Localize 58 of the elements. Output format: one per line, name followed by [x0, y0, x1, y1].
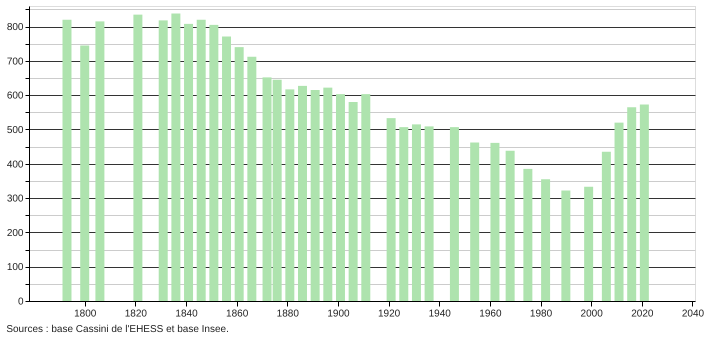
- bar: [62, 20, 72, 301]
- x-tick-label: 1920: [378, 308, 401, 320]
- x-tick-label: 1900: [327, 308, 350, 320]
- bar: [222, 36, 232, 301]
- x-tick-label: 2000: [580, 308, 604, 320]
- y-tick-label: 500: [6, 124, 24, 136]
- y-tick-label: 800: [6, 22, 24, 34]
- bar: [361, 94, 370, 301]
- bar: [323, 88, 332, 301]
- bar: [234, 47, 244, 301]
- bar: [209, 24, 218, 301]
- bar: [399, 127, 408, 301]
- x-tick-label: 2020: [631, 308, 654, 320]
- bar: [298, 86, 307, 301]
- x-tick-label: 1860: [226, 308, 249, 320]
- bar: [470, 142, 480, 301]
- bar: [490, 142, 500, 301]
- bar: [310, 90, 320, 301]
- y-tick-label: 0: [18, 296, 24, 308]
- bar: [627, 107, 636, 301]
- y-tick-label: 600: [6, 90, 24, 102]
- x-tick-label: 1880: [276, 308, 300, 320]
- bar: [561, 190, 570, 301]
- y-tick-label: 100: [6, 262, 24, 274]
- x-tick-label: 1960: [479, 308, 502, 320]
- y-tick-label: 200: [6, 228, 24, 239]
- y-tick-label: 400: [6, 159, 24, 170]
- bar: [424, 126, 434, 301]
- bar: [80, 45, 90, 301]
- x-tick-label: 1980: [530, 308, 553, 320]
- bar: [523, 168, 532, 301]
- bar: [602, 152, 611, 301]
- bar: [412, 124, 421, 301]
- bar: [450, 127, 459, 301]
- bar: [541, 179, 550, 301]
- bar: [158, 20, 168, 301]
- source-note: Sources : base Cassini de l'EHESS et base Insee.: [6, 324, 229, 335]
- bar: [348, 102, 358, 301]
- bar: [506, 150, 515, 301]
- bar: [95, 21, 104, 301]
- x-tick-label: 1840: [175, 308, 198, 320]
- bar: [640, 104, 649, 301]
- bar: [247, 56, 256, 301]
- bar: [133, 14, 142, 301]
- x-tick-label: 2040: [682, 308, 705, 320]
- bar: [386, 118, 396, 301]
- x-tick-label: 1800: [74, 308, 97, 320]
- bar: [336, 94, 345, 301]
- y-tick-label: 300: [6, 194, 24, 205]
- x-tick-label: 1940: [428, 308, 452, 320]
- bar: [285, 89, 294, 301]
- bar: [584, 186, 594, 301]
- bar: [184, 24, 194, 301]
- bar: [196, 20, 206, 301]
- bar: [614, 122, 624, 301]
- y-tick-label: 700: [6, 56, 24, 68]
- bar: [171, 14, 180, 301]
- x-tick-label: 1820: [124, 308, 148, 320]
